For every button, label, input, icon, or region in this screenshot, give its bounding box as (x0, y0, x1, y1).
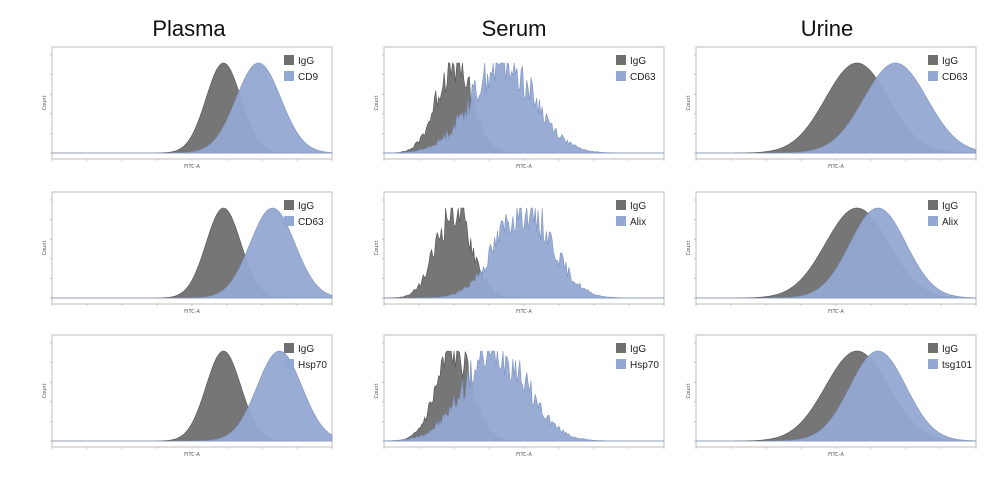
legend-swatch-hsp70 (284, 359, 294, 369)
legend-swatch-igg (284, 343, 294, 353)
legend-label-igg: IgG (942, 56, 958, 67)
legend-swatch-cd63 (616, 71, 626, 81)
legend-swatch-igg (616, 343, 626, 353)
histogram-panel-plasma-1: FITC-A Count IgG CD9 (40, 45, 340, 177)
column-title-serum: Serum (481, 16, 547, 41)
legend-label-igg: IgG (630, 56, 646, 67)
histogram-svg: FITC-A Count IgG Alix (374, 191, 665, 315)
legend-label-igg: IgG (298, 344, 314, 355)
legend-label-hsp70: Hsp70 (298, 360, 327, 371)
x-axis-label: FITC-A (184, 309, 200, 315)
y-axis-label: Count (374, 384, 380, 399)
legend-label-tsg101: tsg101 (942, 360, 972, 371)
y-axis-label: Count (686, 384, 692, 399)
legend-label-igg: IgG (298, 56, 314, 67)
legend-swatch-igg (616, 200, 626, 210)
y-axis-label: Count (374, 241, 380, 256)
legend-label-igg: IgG (630, 344, 646, 355)
histogram-svg: FITC-A Count IgG Alix (686, 191, 977, 315)
x-axis-label: FITC-A (516, 164, 532, 170)
series-hsp70-area (383, 350, 664, 442)
x-axis-label: FITC-A (184, 452, 200, 458)
x-axis-label: FITC-A (516, 452, 532, 458)
histogram-panel-plasma-3: FITC-A Count IgG Hsp70 (40, 333, 340, 465)
series-hsp70-area (52, 350, 333, 442)
legend-swatch-cd63 (284, 216, 294, 226)
legend-swatch-igg (928, 200, 938, 210)
legend-label-alix: Alix (942, 217, 958, 228)
series-cd63-area (696, 62, 977, 154)
histogram-svg: FITC-A Count IgG Hsp70 (374, 334, 665, 458)
x-axis-label: FITC-A (828, 452, 844, 458)
legend-label-cd63: CD63 (942, 72, 968, 83)
legend-swatch-igg (284, 55, 294, 65)
y-axis-label: Count (686, 241, 692, 256)
histogram-panel-serum-1: FITC-A Count IgG CD63 (372, 45, 672, 177)
legend-swatch-alix (616, 216, 626, 226)
histogram-panel-serum-3: FITC-A Count IgG Hsp70 (372, 333, 672, 465)
y-axis-label: Count (42, 241, 48, 256)
legend-swatch-igg (616, 55, 626, 65)
series-alix-area (696, 207, 977, 299)
legend-swatch-alix (928, 216, 938, 226)
legend-label-cd63: CD63 (298, 217, 324, 228)
histogram-svg: FITC-A Count IgG Hsp70 (42, 334, 333, 458)
legend-label-igg: IgG (630, 201, 646, 212)
series-tsg101-area (696, 350, 977, 442)
legend-swatch-igg (284, 200, 294, 210)
series-cd63-area (383, 62, 664, 154)
histogram-svg: FITC-A Count IgG tsg101 (686, 334, 977, 458)
histogram-panel-urine-3: FITC-A Count IgG tsg101 (684, 333, 984, 465)
legend-label-cd63: CD63 (630, 72, 656, 83)
x-axis-label: FITC-A (828, 164, 844, 170)
legend-label-hsp70: Hsp70 (630, 360, 659, 371)
histogram-svg: FITC-A Count IgG CD63 (42, 191, 333, 315)
series-cd9-area (52, 62, 333, 154)
legend-swatch-cd63 (928, 71, 938, 81)
histogram-svg: FITC-A Count IgG CD63 (374, 46, 665, 170)
legend-label-igg: IgG (298, 201, 314, 212)
histogram-svg: FITC-A Count IgG CD63 (686, 46, 977, 170)
y-axis-label: Count (42, 384, 48, 399)
legend-swatch-igg (928, 343, 938, 353)
legend-label-igg: IgG (942, 201, 958, 212)
x-axis-label: FITC-A (516, 309, 532, 315)
x-axis-label: FITC-A (184, 164, 200, 170)
legend-label-alix: Alix (630, 217, 646, 228)
histogram-panel-serum-2: FITC-A Count IgG Alix (372, 190, 672, 322)
legend-label-cd9: CD9 (298, 72, 318, 83)
legend-swatch-hsp70 (616, 359, 626, 369)
legend-swatch-tsg101 (928, 359, 938, 369)
y-axis-label: Count (42, 96, 48, 111)
y-axis-label: Count (686, 96, 692, 111)
histogram-panel-urine-2: FITC-A Count IgG Alix (684, 190, 984, 322)
legend-swatch-igg (928, 55, 938, 65)
column-title-urine: Urine (800, 16, 854, 41)
column-title-plasma: Plasma (152, 16, 226, 41)
series-alix-area (384, 207, 664, 299)
legend-swatch-cd9 (284, 71, 294, 81)
histogram-panel-urine-1: FITC-A Count IgG CD63 (684, 45, 984, 177)
series-cd63-area (52, 207, 333, 299)
x-axis-label: FITC-A (828, 309, 844, 315)
histogram-svg: FITC-A Count IgG CD9 (42, 46, 333, 170)
histogram-panel-plasma-2: FITC-A Count IgG CD63 (40, 190, 340, 322)
y-axis-label: Count (374, 96, 380, 111)
legend-label-igg: IgG (942, 344, 958, 355)
